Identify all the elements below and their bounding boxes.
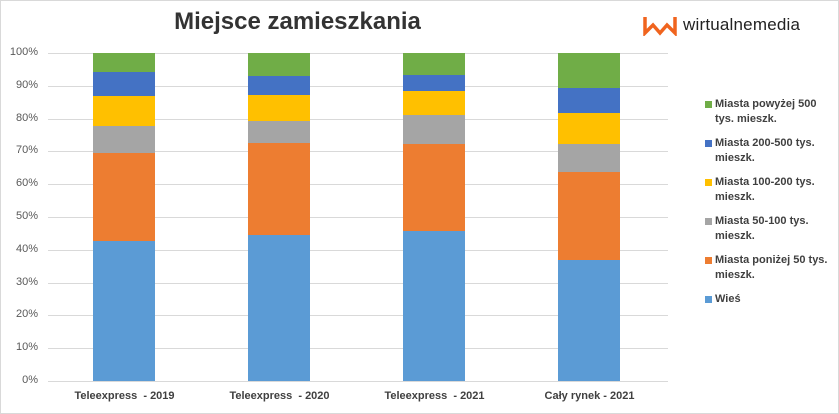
bar-segment	[558, 113, 620, 145]
y-tick-label: 70%	[15, 144, 38, 157]
gridline	[48, 315, 668, 317]
gridline	[48, 53, 668, 54]
wirtualnemedia-logo: wirtualnemedia	[643, 14, 800, 36]
bar-segment	[403, 91, 465, 116]
bar-segment	[248, 95, 310, 121]
legend-item: Miasta 50-100 tys. mieszk.	[705, 214, 835, 244]
legend-label: Miasta 100-200 tys. mieszk.	[715, 176, 815, 203]
stacked-bar	[248, 53, 310, 381]
wm-logo-icon	[643, 17, 677, 36]
legend-label: Miasta 200-500 tys. mieszk.	[715, 137, 815, 164]
legend: Miasta powyżej 500 tys. mieszk. Miasta 20…	[705, 97, 835, 316]
bar-segment	[248, 76, 310, 96]
bar-segment	[403, 75, 465, 92]
bar-segment	[93, 125, 155, 153]
gridline	[48, 85, 668, 87]
bar-segment	[403, 53, 465, 76]
legend-swatch	[705, 101, 712, 108]
bar-segment	[248, 53, 310, 77]
y-tick-label: 30%	[15, 275, 38, 288]
y-tick-label: 80%	[15, 111, 38, 124]
x-tick-label: Teleexpress - 2019	[74, 390, 175, 402]
y-tick-label: 60%	[15, 177, 38, 190]
bar-segment	[248, 142, 310, 235]
gridline	[48, 118, 668, 120]
gridline	[48, 151, 668, 153]
bar-segment	[93, 152, 155, 241]
y-tick-label: 0%	[22, 374, 38, 386]
bar-segment	[403, 143, 465, 231]
legend-swatch	[705, 218, 712, 225]
y-tick-label: 10%	[15, 341, 38, 354]
y-tick-label: 40%	[15, 242, 38, 255]
legend-item: Miasta poniżej 50 tys. mieszk.	[705, 253, 835, 283]
gridline	[48, 217, 668, 218]
bar-segment	[93, 53, 155, 73]
legend-item: Miasta 100-200 tys. mieszk.	[705, 175, 835, 205]
legend-label: Wieś	[715, 293, 741, 305]
logo-text: wirtualnemedia	[683, 15, 801, 34]
chart-title: Miejsce zamieszkania	[174, 8, 421, 35]
bar-segment	[93, 240, 155, 381]
bar-segment	[248, 234, 310, 381]
bar-segment	[558, 53, 620, 89]
y-tick-label: 50%	[15, 210, 38, 222]
gridline	[48, 282, 668, 284]
x-tick-label: Teleexpress - 2020	[229, 390, 330, 402]
bar-segment	[93, 96, 155, 126]
legend-swatch	[705, 179, 712, 186]
legend-label: Miasta 50-100 tys. mieszk.	[715, 215, 809, 242]
legend-item: Wieś	[705, 292, 835, 307]
legend-swatch	[705, 296, 712, 303]
legend-swatch	[705, 257, 712, 264]
stacked-bar	[558, 53, 620, 381]
x-tick-label: Cały rynek - 2021	[544, 390, 635, 402]
bar-segment	[558, 88, 620, 114]
gridline	[48, 348, 668, 350]
legend-swatch	[705, 140, 712, 147]
y-tick-label: 90%	[15, 78, 38, 91]
legend-item: Miasta powyżej 500 tys. mieszk.	[705, 97, 835, 127]
bar-segment	[248, 121, 310, 143]
bar-segment	[403, 115, 465, 144]
legend-label: Miasta poniżej 50 tys. mieszk.	[715, 254, 828, 281]
gridline	[48, 184, 668, 186]
legend-label: Miasta powyżej 500 tys. mieszk.	[715, 98, 817, 125]
bar-segment	[403, 230, 465, 381]
stacked-bar	[93, 53, 155, 381]
stacked-bar	[403, 53, 465, 381]
gridline	[48, 249, 668, 251]
y-tick-label: 20%	[15, 308, 38, 321]
bar-segment	[558, 144, 620, 173]
gridline	[48, 381, 668, 382]
x-tick-label: Teleexpress - 2021	[384, 390, 485, 402]
legend-item: Miasta 200-500 tys. mieszk.	[705, 136, 835, 166]
y-tick-label: 100%	[9, 46, 38, 58]
bar-segment	[93, 72, 155, 97]
bar-segment	[558, 259, 620, 381]
bar-segment	[558, 172, 620, 260]
